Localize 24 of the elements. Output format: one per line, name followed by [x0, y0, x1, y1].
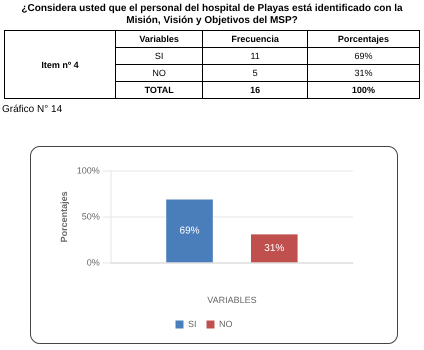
y-tick-label: 0% — [86, 257, 100, 268]
text: Porcentajes — [307, 30, 420, 48]
chart-subtitle: Gráfico N° 14 — [2, 104, 64, 115]
data-label: 31% — [264, 243, 284, 254]
text: 16 — [202, 82, 308, 98]
chart-title: ¿Considera usted que el personal del hospital de Playas está identificado con la Misión, Visión y Objetivos del MSP? — [20, 2, 404, 28]
text: TOTAL — [116, 82, 203, 98]
y-tick-label: 100% — [76, 165, 100, 176]
x-axis-title: VARIABLES — [207, 295, 257, 306]
y-axis-title: Porcentajes — [58, 191, 69, 242]
y-tick-label: 50% — [82, 211, 100, 222]
text: 69% — [307, 48, 420, 64]
text: Variables — [116, 30, 203, 48]
text: 31% — [307, 64, 420, 82]
legend-label: NO — [219, 318, 232, 329]
text: NO — [116, 64, 203, 82]
text: 100% — [307, 82, 420, 98]
text: Frecuencia — [202, 30, 308, 48]
legend-label: SI — [188, 318, 197, 329]
text: SI — [116, 48, 203, 64]
text: 5 — [202, 64, 308, 82]
text: Item nº 4 — [4, 30, 116, 98]
data-label: 69% — [180, 226, 200, 237]
text: 11 — [202, 48, 308, 64]
